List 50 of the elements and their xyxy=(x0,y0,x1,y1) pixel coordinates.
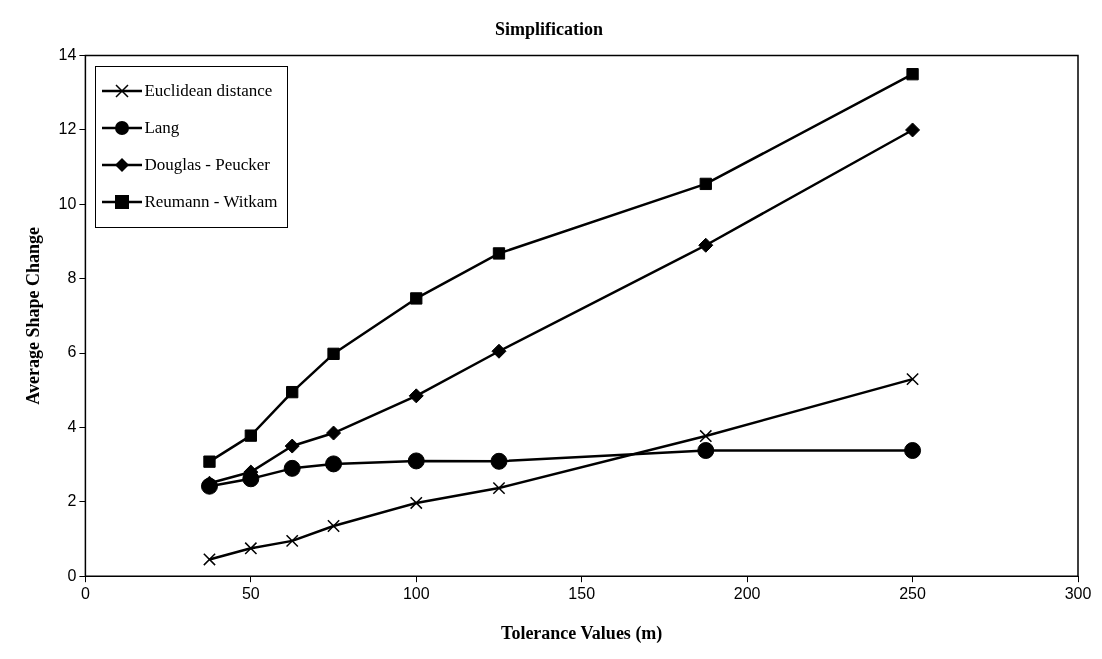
point xyxy=(492,247,506,260)
y-tick-label: 10 xyxy=(58,194,77,212)
point xyxy=(407,452,425,470)
point xyxy=(284,438,300,454)
x-tick-label: 100 xyxy=(402,585,430,603)
y-tick-label: 12 xyxy=(58,120,77,138)
legend-label: Euclidean distance xyxy=(144,81,273,102)
point xyxy=(325,455,343,473)
point xyxy=(286,385,299,399)
x-tick-label: 300 xyxy=(1064,585,1092,603)
point xyxy=(327,347,340,360)
legend-label: Reumann - Witkam xyxy=(144,192,278,213)
y-tick-label: 2 xyxy=(67,492,77,510)
point xyxy=(905,122,921,138)
point xyxy=(408,388,424,404)
y-tick-label: 8 xyxy=(67,269,77,287)
point xyxy=(203,553,216,566)
y-tick-label: 6 xyxy=(67,343,77,361)
point xyxy=(697,442,715,460)
x-tick-label: 50 xyxy=(241,585,260,603)
point xyxy=(244,541,258,555)
point xyxy=(285,534,299,548)
point xyxy=(492,481,506,495)
y-tick-label: 4 xyxy=(67,417,77,435)
legend-label: Douglas - Peucker xyxy=(144,155,270,176)
point xyxy=(698,237,714,253)
y-tick-label: 14 xyxy=(58,46,77,64)
point xyxy=(490,452,508,470)
point xyxy=(283,459,301,477)
point xyxy=(904,442,922,460)
legend-label: Lang xyxy=(144,118,180,139)
x-tick-label: 200 xyxy=(733,585,761,603)
x-tick-label: 0 xyxy=(80,585,90,603)
y-axis-title: Average Shape Change xyxy=(23,227,44,405)
point xyxy=(409,496,423,510)
x-axis-title: Tolerance Values (m) xyxy=(501,622,663,644)
point xyxy=(410,292,423,305)
point xyxy=(244,429,257,442)
point xyxy=(491,343,507,359)
point xyxy=(326,425,342,441)
point xyxy=(699,429,713,443)
point xyxy=(699,177,712,191)
y-tick-label: 0 xyxy=(67,566,77,584)
x-tick-label: 250 xyxy=(899,585,927,603)
point xyxy=(906,68,919,81)
point xyxy=(906,372,919,386)
point xyxy=(203,455,216,468)
x-tick-label: 150 xyxy=(568,585,596,603)
point xyxy=(327,519,340,533)
chart-title: Simplification xyxy=(494,19,604,40)
